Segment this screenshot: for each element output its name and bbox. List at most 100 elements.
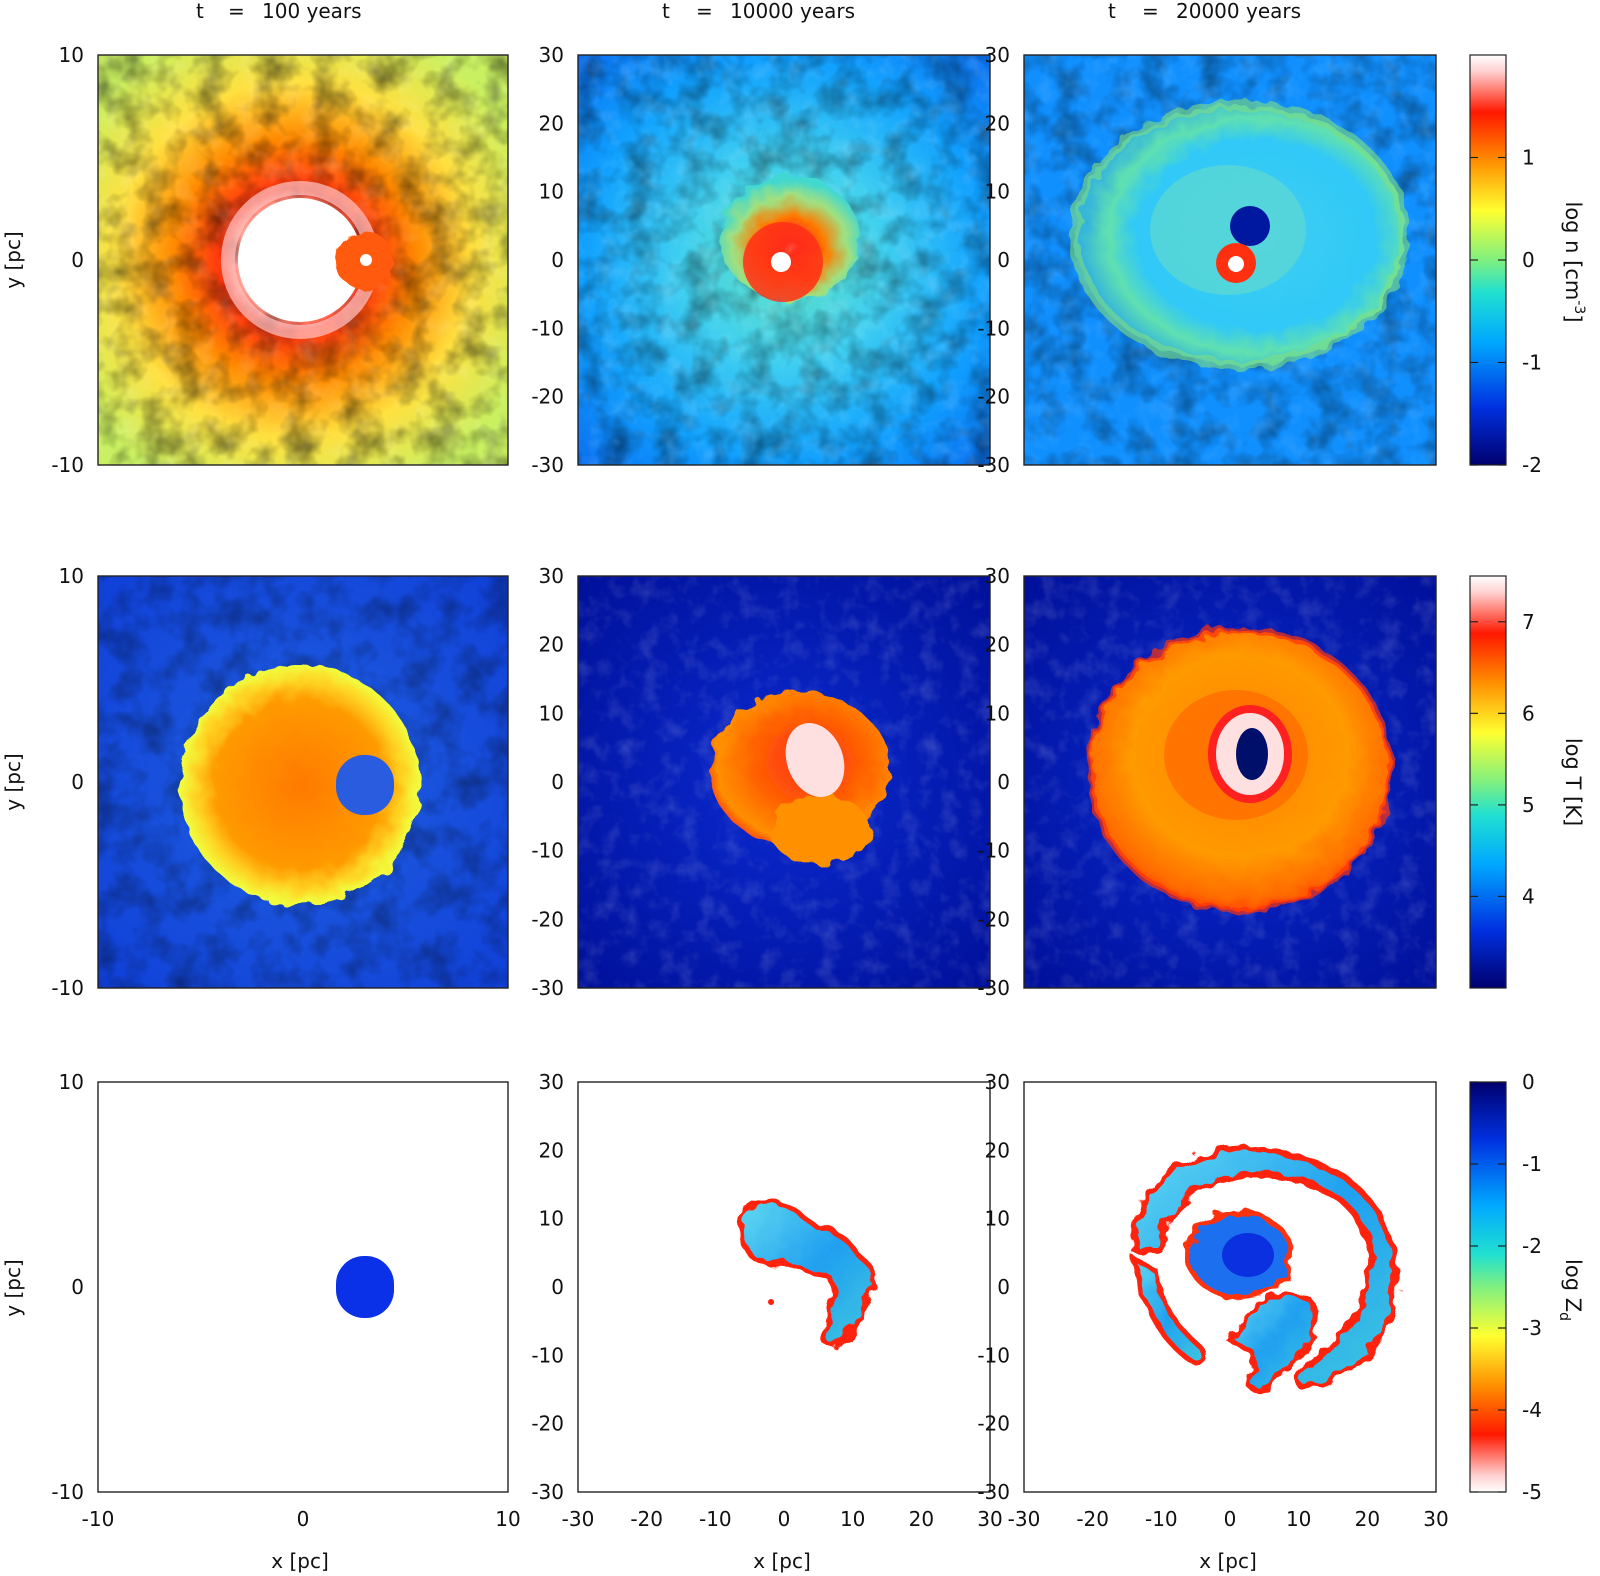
panel-metallicity-t100 bbox=[98, 1082, 508, 1492]
colorbar-2-tick-label: 6 bbox=[1522, 701, 1535, 725]
time-labels: t = 100 years t = 10000 years t = 20000 … bbox=[196, 0, 1301, 23]
panel-density-t10000 bbox=[578, 55, 990, 465]
x-axis-label-col2: x [pc] bbox=[753, 1549, 811, 1573]
y-tick-label-r2-c2: 30 bbox=[539, 564, 564, 588]
y-tick-label-r3-c2: 10 bbox=[539, 1207, 564, 1231]
y-tick-label-r1-c3: 20 bbox=[985, 111, 1010, 135]
x-tick-label-c3: 10 bbox=[1286, 1507, 1311, 1531]
panel-frame-r3-c1 bbox=[97, 1081, 509, 1493]
time-label-col3-t: t bbox=[1108, 0, 1116, 23]
y-tick-label-r2-c3: -20 bbox=[977, 907, 1010, 931]
colorbar-1-tick-label: -1 bbox=[1522, 351, 1542, 375]
y-tick-label-r3-c2: 20 bbox=[539, 1138, 564, 1162]
x-tick-label-c3: -30 bbox=[1008, 1507, 1041, 1531]
panel-metallicity-t20000 bbox=[1024, 1082, 1436, 1492]
y-tick-label-r1-c2: 0 bbox=[551, 248, 564, 272]
x-tick-label-c2: 20 bbox=[909, 1507, 934, 1531]
y-tick-label-r1-c2: -10 bbox=[531, 316, 564, 340]
panel-temperature-t20000 bbox=[1024, 576, 1436, 988]
x-tick-label-c3: -10 bbox=[1145, 1507, 1178, 1531]
y-tick-label-r1-c2: 10 bbox=[539, 180, 564, 204]
colorbar-label-metallicity: log Zd bbox=[1556, 1259, 1585, 1321]
y-tick-label-r2-c3: 10 bbox=[985, 701, 1010, 725]
panel-frame-r2-c1 bbox=[97, 575, 509, 989]
time-label-col1-t: t bbox=[196, 0, 204, 23]
y-tick-label-r1-c2: 20 bbox=[539, 111, 564, 135]
y-tick-label-r1-c2: -30 bbox=[531, 453, 564, 477]
y-tick-label-r3-c3: -10 bbox=[977, 1343, 1010, 1367]
panel-density-t100 bbox=[98, 55, 508, 465]
colorbar-1-tick-label: -2 bbox=[1522, 453, 1542, 477]
y-tick-label-r2-c1: 10 bbox=[59, 564, 84, 588]
x-axis-label-col3: x [pc] bbox=[1199, 1549, 1257, 1573]
y-tick-label-r2-c2: -20 bbox=[531, 907, 564, 931]
y-tick-label-r3-c2: -30 bbox=[531, 1480, 564, 1504]
panel-frames bbox=[97, 54, 1437, 1493]
colorbars: 1 0 -1 -2 7 6 5 4 0 -1 -2 -3 -4 -5 bbox=[1469, 54, 1542, 1504]
panel-temperature-t100 bbox=[98, 576, 508, 988]
y-tick-label-r3-c3: 0 bbox=[997, 1275, 1010, 1299]
colorbar-2-tick-label: 7 bbox=[1522, 610, 1535, 634]
y-tick-label-r2-c3: -10 bbox=[977, 839, 1010, 863]
time-label-col2-value: 10000 years bbox=[730, 0, 855, 23]
panel-density-t20000 bbox=[1024, 55, 1436, 465]
y-tick-label-r2-c1: -10 bbox=[51, 976, 84, 1000]
y-tick-label-r2-c2: -30 bbox=[531, 976, 564, 1000]
panel-frame-r2-c3 bbox=[1023, 575, 1437, 989]
time-label-col2-t: t bbox=[662, 0, 670, 23]
y-tick-label-r1-c3: 30 bbox=[985, 43, 1010, 67]
y-tick-label-r1-c3: 10 bbox=[985, 180, 1010, 204]
x-tick-label-c3: 0 bbox=[1224, 1507, 1237, 1531]
x-tick-label-c1: 10 bbox=[495, 1507, 520, 1531]
y-tick-label-r3-c2: -10 bbox=[531, 1343, 564, 1367]
y-tick-label-r1-c1: 0 bbox=[71, 248, 84, 272]
x-tick-label-c2: -10 bbox=[699, 1507, 732, 1531]
y-tick-label-r2-c1: 0 bbox=[71, 770, 84, 794]
colorbar-2 bbox=[1469, 575, 1507, 989]
colorbar-1-tick-label: 1 bbox=[1522, 146, 1535, 170]
panel-frame-r2-c2 bbox=[577, 575, 991, 989]
y-tick-label-r3-c2: -20 bbox=[531, 1412, 564, 1436]
y-axis-label-row2: y [pc] bbox=[1, 753, 25, 811]
x-tick-label-c1: 0 bbox=[297, 1507, 310, 1531]
y-tick-label-r3-c2: 30 bbox=[539, 1070, 564, 1094]
colorbar-3-tick-label: 0 bbox=[1522, 1070, 1535, 1094]
y-tick-label-r1-c3: -10 bbox=[977, 316, 1010, 340]
panel-metallicity-t10000 bbox=[578, 1082, 990, 1492]
y-tick-label-r2-c2: 0 bbox=[551, 770, 564, 794]
y-tick-label-r2-c3: 0 bbox=[997, 770, 1010, 794]
x-tick-label-c1: -10 bbox=[82, 1507, 115, 1531]
x-tick-label-c2: 30 bbox=[977, 1507, 1002, 1531]
y-tick-label-r2-c2: 20 bbox=[539, 633, 564, 657]
colorbar-3-tick-label: -2 bbox=[1522, 1234, 1542, 1258]
time-label-col3-value: 20000 years bbox=[1176, 0, 1301, 23]
x-tick-label-c3: 30 bbox=[1423, 1507, 1448, 1531]
y-axis-label-row1: y [pc] bbox=[1, 231, 25, 289]
y-tick-label-r3-c1: 0 bbox=[71, 1275, 84, 1299]
colorbar-3-tick-label: -1 bbox=[1522, 1152, 1542, 1176]
y-tick-label-r3-c3: -20 bbox=[977, 1412, 1010, 1436]
y-tick-label-r1-c1: -10 bbox=[51, 453, 84, 477]
panel-frame-r1-c3 bbox=[1023, 54, 1437, 466]
y-tick-label-r3-c3: 30 bbox=[985, 1070, 1010, 1094]
y-tick-label-r1-c1: 10 bbox=[59, 43, 84, 67]
panel-frame-r1-c1 bbox=[97, 54, 509, 466]
colorbar-2-tick-label: 4 bbox=[1522, 884, 1535, 908]
y-tick-label-r2-c3: 20 bbox=[985, 633, 1010, 657]
y-tick-label-r3-c2: 0 bbox=[551, 1275, 564, 1299]
y-tick-label-r3-c1: -10 bbox=[51, 1480, 84, 1504]
y-tick-label-r2-c2: 10 bbox=[539, 701, 564, 725]
y-tick-label-r1-c2: 30 bbox=[539, 43, 564, 67]
time-label-col2-eq: = bbox=[696, 0, 713, 23]
panel-frame-r3-c3 bbox=[1023, 1081, 1437, 1493]
x-tick-label-c3: 20 bbox=[1355, 1507, 1380, 1531]
colorbar-3-tick-label: -4 bbox=[1522, 1398, 1542, 1422]
y-tick-label-r2-c2: -10 bbox=[531, 839, 564, 863]
x-tick-label-c2: 10 bbox=[840, 1507, 865, 1531]
colorbar-3-tick-label: -3 bbox=[1522, 1316, 1542, 1340]
y-axis-label-row3: y [pc] bbox=[1, 1259, 25, 1317]
colorbar-3-tick-label: -5 bbox=[1522, 1480, 1542, 1504]
y-tick-label-r3-c3: 20 bbox=[985, 1138, 1010, 1162]
x-tick-label-c2: -30 bbox=[562, 1507, 595, 1531]
x-axis-label-col1: x [pc] bbox=[271, 1549, 329, 1573]
